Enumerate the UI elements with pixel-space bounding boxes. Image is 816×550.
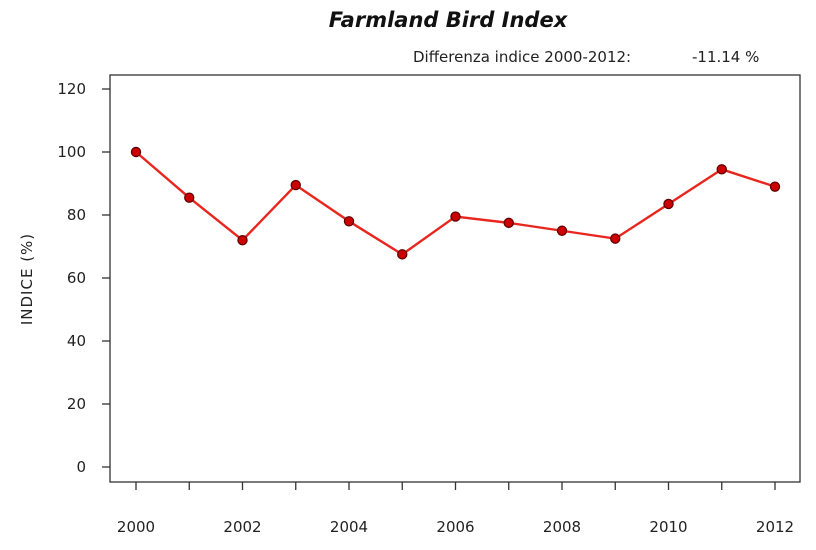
series-group: [130, 146, 781, 260]
data-point: [290, 179, 301, 191]
plot-frame: [109, 74, 801, 483]
x-tick-label: 2004: [330, 518, 368, 536]
x-tick-label: 2012: [756, 518, 794, 536]
x-tick-label: 2000: [117, 518, 155, 536]
chart-title: Farmland Bird Index: [329, 8, 569, 32]
x-axis: 2000 2002 2004 2006 2008 2010 2012: [117, 482, 794, 536]
data-point: [184, 192, 195, 203]
y-axis: 0 20 40 60 80 100 120: [57, 80, 110, 476]
data-point: [397, 249, 408, 260]
data-point: [663, 198, 674, 210]
y-tick-label: 0: [76, 458, 86, 476]
series-line: [135, 151, 776, 256]
y-tick-label: 120: [57, 80, 86, 98]
data-point: [130, 146, 142, 158]
chart-subtitle-value: -11.14 %: [692, 48, 759, 66]
x-tick-label: 2002: [223, 518, 261, 536]
x-tick-label: 2008: [543, 518, 581, 536]
data-point: [610, 233, 621, 244]
data-point: [503, 217, 514, 229]
x-tick-label: 2006: [436, 518, 474, 536]
data-point: [343, 216, 355, 227]
chart-subtitle-label: Differenza indice 2000-2012:: [413, 48, 631, 66]
y-tick-label: 40: [67, 332, 86, 350]
y-tick-label: 60: [67, 269, 86, 287]
y-tick-label: 20: [67, 395, 86, 413]
data-point: [237, 234, 248, 246]
data-point: [716, 164, 727, 175]
data-point: [450, 211, 461, 222]
data-point: [556, 225, 568, 236]
x-tick-label: 2010: [649, 518, 687, 536]
data-point: [769, 181, 781, 192]
y-axis-label: INDICE (%): [18, 233, 36, 325]
y-tick-label: 80: [67, 206, 86, 224]
y-tick-label: 100: [57, 143, 86, 161]
